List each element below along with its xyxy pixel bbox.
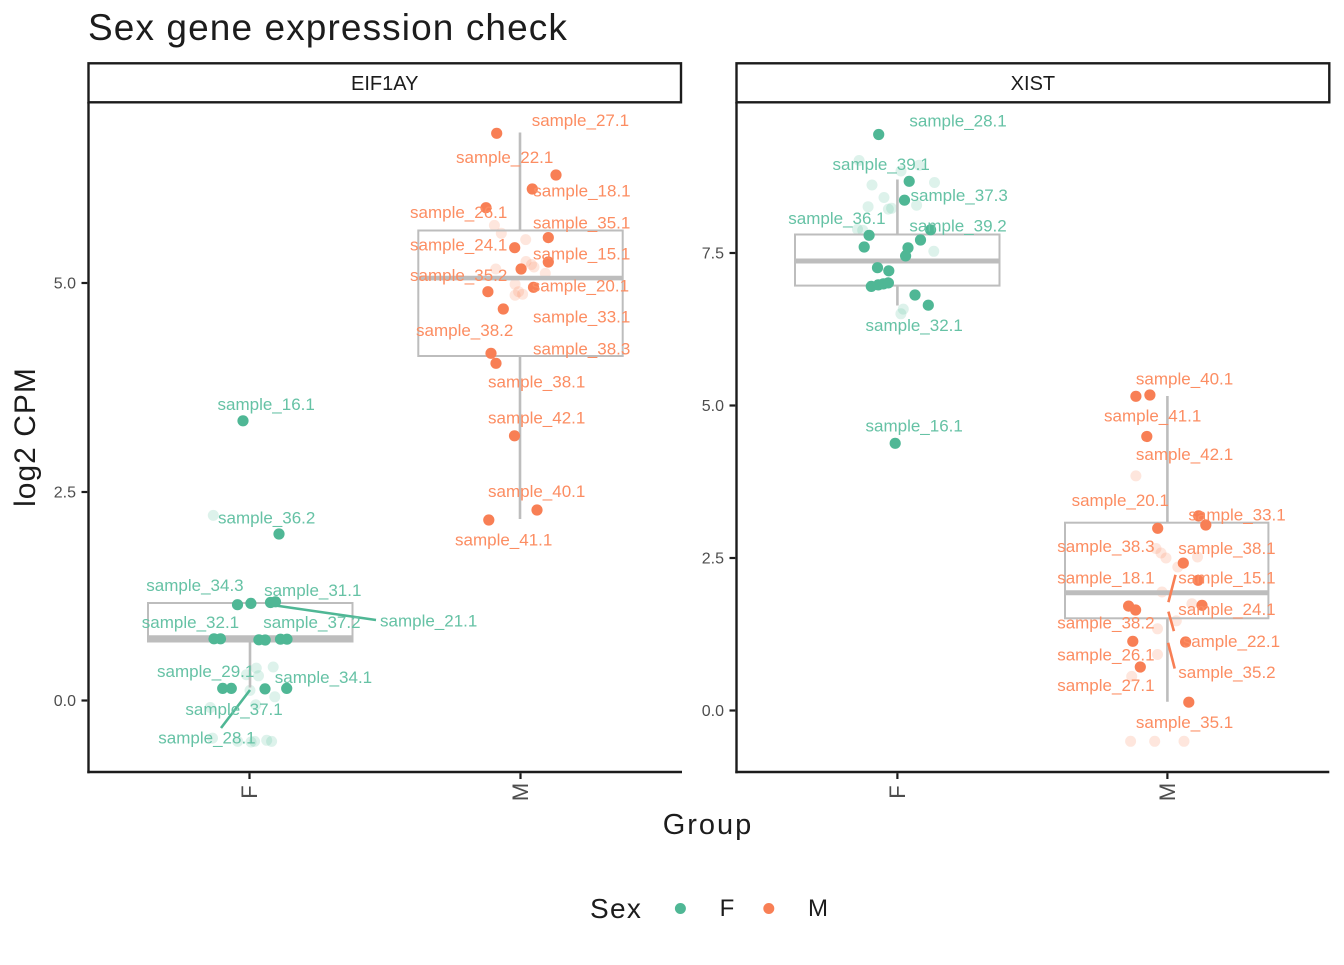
svg-text:sample_35.2: sample_35.2 (1178, 663, 1275, 682)
svg-text:F: F (885, 785, 910, 798)
svg-text:sample_38.3: sample_38.3 (533, 339, 630, 358)
svg-text:sample_35.2: sample_35.2 (410, 266, 507, 285)
svg-text:sample_15.1: sample_15.1 (1178, 569, 1275, 588)
svg-text:0.0: 0.0 (702, 703, 724, 720)
svg-text:sample_21.1: sample_21.1 (380, 611, 477, 630)
svg-text:M: M (808, 895, 828, 922)
svg-text:sample_20.1: sample_20.1 (532, 277, 629, 296)
svg-text:sample_32.1: sample_32.1 (866, 316, 963, 335)
svg-text:sample_36.2: sample_36.2 (218, 509, 315, 528)
svg-text:sample_34.1: sample_34.1 (275, 668, 372, 687)
svg-text:sample_34.3: sample_34.3 (146, 576, 243, 595)
svg-text:sample_16.1: sample_16.1 (866, 417, 963, 436)
svg-text:sample_38.1: sample_38.1 (1178, 539, 1275, 558)
svg-text:sample_41.1: sample_41.1 (1104, 407, 1201, 426)
svg-text:sample_40.1: sample_40.1 (488, 482, 585, 501)
svg-text:sample_39.2: sample_39.2 (909, 217, 1006, 236)
svg-text:sample_16.1: sample_16.1 (218, 395, 315, 414)
svg-text:sample_39.1: sample_39.1 (833, 155, 930, 174)
svg-text:sample_27.1: sample_27.1 (1057, 676, 1154, 695)
svg-text:XIST: XIST (1011, 73, 1055, 95)
svg-text:sample_22.1: sample_22.1 (1183, 632, 1280, 651)
svg-text:2.5: 2.5 (54, 485, 76, 502)
svg-text:Sex: Sex (590, 893, 642, 924)
svg-text:F: F (237, 785, 262, 798)
svg-text:sample_27.1: sample_27.1 (532, 111, 629, 130)
svg-text:sample_38.2: sample_38.2 (416, 321, 513, 340)
svg-text:M: M (508, 783, 533, 801)
svg-text:sample_24.1: sample_24.1 (1178, 600, 1275, 619)
svg-text:sample_24.1: sample_24.1 (410, 235, 507, 254)
svg-text:sample_29.1: sample_29.1 (157, 662, 254, 681)
svg-text:7.5: 7.5 (702, 246, 724, 263)
svg-text:2.5: 2.5 (702, 551, 724, 568)
svg-text:sample_28.1: sample_28.1 (909, 112, 1006, 131)
svg-text:sample_35.1: sample_35.1 (533, 213, 630, 232)
svg-text:log2 CPM: log2 CPM (9, 367, 42, 507)
svg-text:sample_42.1: sample_42.1 (488, 409, 585, 428)
svg-text:0.0: 0.0 (54, 693, 76, 710)
svg-text:F: F (720, 895, 735, 922)
svg-text:sample_22.1: sample_22.1 (456, 148, 553, 167)
svg-text:sample_37.2: sample_37.2 (263, 613, 360, 632)
svg-text:Sex gene expression check: Sex gene expression check (88, 7, 568, 48)
svg-text:sample_42.1: sample_42.1 (1136, 445, 1233, 464)
svg-text:Group: Group (663, 809, 754, 841)
svg-text:sample_32.1: sample_32.1 (142, 613, 239, 632)
svg-text:sample_38.1: sample_38.1 (488, 373, 585, 392)
svg-text:sample_38.2: sample_38.2 (1057, 613, 1154, 632)
svg-text:sample_38.3: sample_38.3 (1057, 537, 1154, 556)
svg-text:5.0: 5.0 (54, 276, 76, 293)
svg-text:sample_36.1: sample_36.1 (788, 209, 885, 228)
svg-text:sample_28.1: sample_28.1 (158, 729, 255, 748)
svg-text:sample_41.1: sample_41.1 (455, 531, 552, 550)
svg-text:5.0: 5.0 (702, 398, 724, 415)
svg-text:EIF1AY: EIF1AY (351, 73, 418, 95)
svg-text:sample_40.1: sample_40.1 (1136, 369, 1233, 388)
svg-text:sample_33.1: sample_33.1 (1188, 505, 1285, 524)
svg-text:sample_15.1: sample_15.1 (533, 244, 630, 263)
svg-text:sample_37.1: sample_37.1 (185, 700, 282, 719)
svg-text:sample_31.1: sample_31.1 (264, 581, 361, 600)
svg-text:sample_18.1: sample_18.1 (533, 182, 630, 201)
svg-text:sample_33.1: sample_33.1 (533, 308, 630, 327)
svg-text:sample_35.1: sample_35.1 (1136, 713, 1233, 732)
svg-text:sample_20.1: sample_20.1 (1072, 491, 1169, 510)
svg-text:sample_26.1: sample_26.1 (410, 203, 507, 222)
svg-text:M: M (1155, 783, 1180, 801)
svg-text:sample_26.1: sample_26.1 (1057, 645, 1154, 664)
svg-text:sample_37.3: sample_37.3 (911, 186, 1008, 205)
svg-text:sample_18.1: sample_18.1 (1057, 569, 1154, 588)
